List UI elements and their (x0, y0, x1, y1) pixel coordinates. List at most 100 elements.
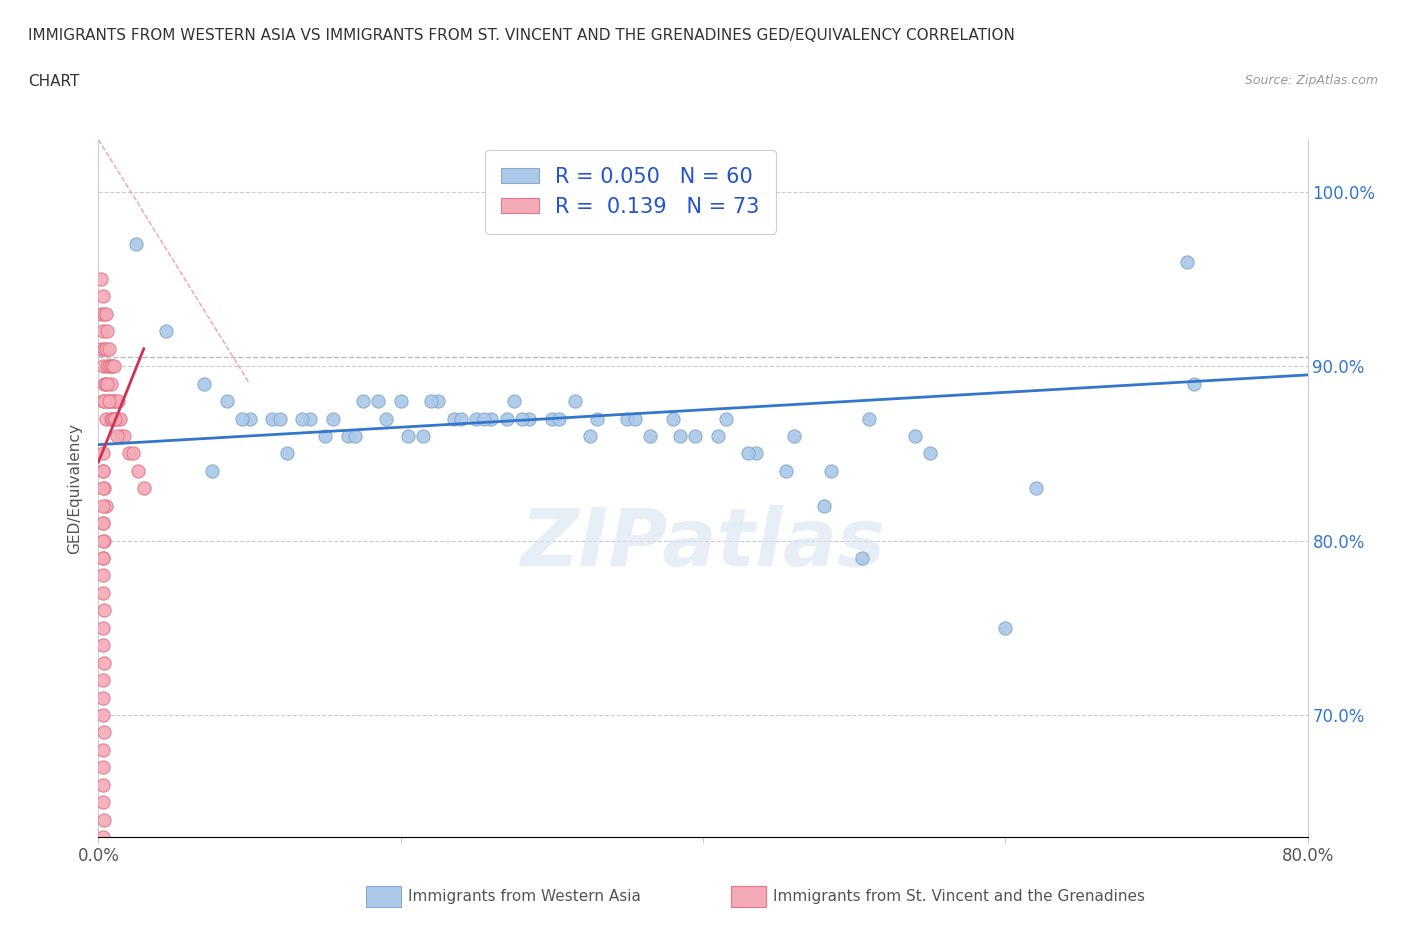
Point (94, 341, 117, 356)
Point (91, 794, 114, 809)
Point (94, 498, 117, 513)
Point (91, 289, 114, 304)
Point (93, 341, 115, 356)
Point (541, 411, 564, 426)
Point (1182, 377, 1205, 392)
Point (112, 429, 135, 444)
Point (91, 481, 114, 496)
Point (91, 760, 114, 775)
Point (503, 393, 526, 408)
Point (714, 411, 737, 426)
Text: IMMIGRANTS FROM WESTERN ASIA VS IMMIGRANTS FROM ST. VINCENT AND THE GRENADINES G: IMMIGRANTS FROM WESTERN ASIA VS IMMIGRAN… (28, 28, 1015, 43)
Point (367, 393, 389, 408)
Point (91, 498, 114, 513)
Point (91, 620, 114, 635)
Point (994, 620, 1017, 635)
Point (93, 393, 115, 408)
Point (638, 429, 661, 444)
Point (820, 463, 842, 478)
Point (104, 411, 127, 426)
Point (100, 359, 122, 374)
Point (122, 446, 145, 461)
Point (193, 377, 215, 392)
Point (91, 690, 114, 705)
Point (276, 446, 298, 461)
Point (90, 272, 112, 286)
Point (616, 411, 638, 426)
Point (669, 429, 692, 444)
Point (94, 307, 117, 322)
Point (322, 411, 344, 426)
Point (101, 393, 124, 408)
Point (427, 393, 450, 408)
Point (91, 830, 114, 844)
Point (96, 359, 118, 374)
Point (110, 429, 132, 444)
Point (352, 393, 374, 408)
Point (90, 341, 112, 356)
Point (100, 377, 122, 392)
Point (91, 586, 114, 601)
Point (94, 411, 117, 426)
Point (481, 411, 503, 426)
Point (132, 481, 155, 496)
Point (93, 812, 115, 827)
Point (472, 411, 495, 426)
Point (336, 429, 359, 444)
Point (103, 393, 125, 408)
Point (94, 377, 117, 392)
Point (91, 359, 114, 374)
Point (93, 533, 115, 548)
Point (96, 377, 118, 392)
Point (93, 725, 115, 740)
Point (858, 411, 880, 426)
Point (91, 393, 114, 408)
Point (215, 393, 238, 408)
Text: Source: ZipAtlas.com: Source: ZipAtlas.com (1244, 74, 1378, 87)
Point (662, 411, 685, 426)
Point (91, 672, 114, 687)
Point (420, 393, 443, 408)
Text: ZIPatlas: ZIPatlas (520, 505, 886, 583)
Point (118, 446, 141, 461)
Point (443, 411, 465, 426)
Point (100, 411, 122, 426)
Point (624, 411, 647, 426)
Point (201, 463, 224, 478)
Point (465, 411, 488, 426)
Point (344, 429, 367, 444)
Point (707, 429, 730, 444)
Point (101, 411, 124, 426)
Legend: R = 0.050   N = 60, R =  0.139   N = 73: R = 0.050 N = 60, R = 0.139 N = 73 (485, 150, 776, 233)
Point (91, 533, 114, 548)
Point (98, 393, 121, 408)
Point (91, 742, 114, 757)
Point (105, 411, 128, 426)
Point (91, 463, 114, 478)
Point (105, 429, 128, 444)
Point (1024, 481, 1046, 496)
Point (90, 307, 112, 322)
Y-axis label: GED/Equivalency: GED/Equivalency (67, 423, 83, 553)
Point (495, 411, 517, 426)
Point (91, 568, 114, 583)
Point (101, 359, 124, 374)
Point (578, 429, 600, 444)
Point (93, 377, 115, 392)
Text: CHART: CHART (28, 74, 80, 89)
Point (262, 411, 284, 426)
Point (548, 411, 571, 426)
Point (783, 429, 806, 444)
Point (737, 446, 759, 461)
Point (775, 463, 797, 478)
Point (103, 359, 125, 374)
Point (586, 411, 609, 426)
Point (231, 411, 253, 426)
Point (904, 429, 927, 444)
Point (93, 656, 115, 671)
Point (96, 324, 118, 339)
Point (93, 603, 115, 618)
Point (918, 446, 941, 461)
Point (389, 393, 412, 408)
Point (91, 551, 114, 565)
